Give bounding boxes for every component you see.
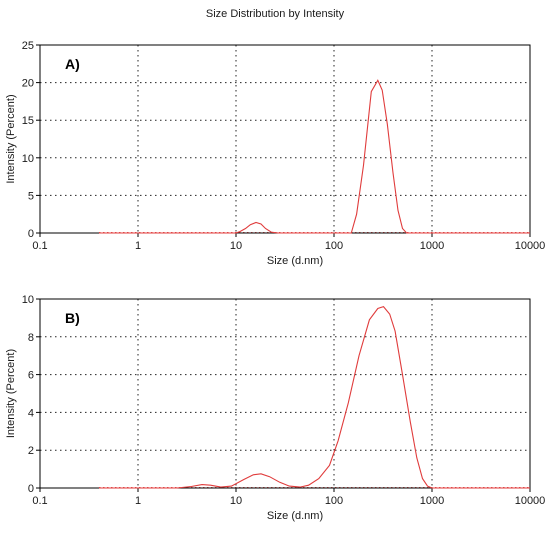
intensity-series-line <box>99 305 530 489</box>
y-tick-label: 0 <box>28 228 34 240</box>
y-tick-label: 10 <box>22 294 34 306</box>
y-tick-label: 2 <box>28 445 34 457</box>
chart-title: Size Distribution by Intensity <box>206 8 345 20</box>
plot-frame <box>39 44 531 234</box>
x-tick-label: 1000 <box>420 240 444 252</box>
y-tick-label: 0 <box>28 483 34 495</box>
x-tick-label: 100 <box>325 495 343 507</box>
y-tick-label: 15 <box>22 115 34 127</box>
x-tick-label: 10000 <box>515 495 546 507</box>
y-tick-label: 25 <box>22 40 34 52</box>
y-tick-label: 5 <box>28 190 34 202</box>
x-tick-label: 100 <box>325 240 343 252</box>
x-tick-label: 0.1 <box>32 240 47 252</box>
x-axis-label: Size (d.nm) <box>267 510 323 522</box>
x-tick-label: 1 <box>135 495 141 507</box>
intensity-series-line <box>99 79 530 234</box>
y-tick-label: 20 <box>22 78 34 90</box>
x-tick-label: 1 <box>135 240 141 252</box>
y-tick-label: 4 <box>28 407 34 419</box>
plot-frame <box>39 298 531 489</box>
panel-label: A) <box>65 56 80 72</box>
grid-lines <box>40 45 530 233</box>
panel-a: 0.1 1 10 100 1000 10000 0 5 10 15 20 25 Size (d.nm) I… <box>5 40 545 267</box>
x-tick-label: 1000 <box>420 495 444 507</box>
x-tick-label: 10 <box>230 495 242 507</box>
grid-lines <box>40 299 530 488</box>
x-tick-label: 0.1 <box>32 495 47 507</box>
x-axis-label: Size (d.nm) <box>267 255 323 267</box>
y-tick-label: 6 <box>28 370 34 382</box>
x-tick-label: 10000 <box>515 240 546 252</box>
x-tick-label: 10 <box>230 240 242 252</box>
panel-label: B) <box>65 310 80 326</box>
y-axis-label: Intensity (Percent) <box>5 349 17 438</box>
y-axis-label: Intensity (Percent) <box>5 94 17 183</box>
panel-b: 0.1 1 10 100 1000 10000 0 2 4 6 8 10 Size (d.nm) Inte… <box>5 294 545 522</box>
y-tick-label: 8 <box>28 332 34 344</box>
y-tick-label: 10 <box>22 153 34 165</box>
